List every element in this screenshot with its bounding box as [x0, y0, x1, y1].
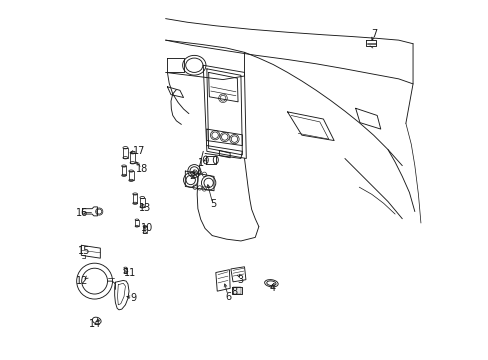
Bar [133, 194, 137, 203]
Text: 1: 1 [197, 158, 203, 168]
Text: 13: 13 [139, 203, 151, 213]
Text: 4: 4 [269, 283, 275, 293]
Text: 14: 14 [88, 319, 101, 329]
Bar [122, 166, 126, 175]
Text: 11: 11 [124, 268, 136, 278]
Bar [135, 220, 139, 226]
Text: 17: 17 [132, 145, 144, 156]
Bar [140, 198, 144, 207]
Text: 10: 10 [141, 224, 153, 233]
Text: 15: 15 [78, 246, 90, 256]
Text: 16: 16 [76, 208, 88, 218]
Text: 9: 9 [130, 293, 136, 303]
Text: 2: 2 [189, 171, 195, 181]
Text: 5: 5 [209, 199, 216, 210]
Text: 3: 3 [237, 275, 243, 285]
Text: 12: 12 [76, 276, 88, 286]
Bar [130, 153, 135, 163]
Bar [123, 268, 127, 273]
Text: 6: 6 [225, 292, 231, 302]
Text: 18: 18 [136, 164, 148, 174]
Bar [128, 171, 133, 180]
Text: 8: 8 [231, 287, 237, 297]
Bar [142, 226, 146, 233]
Text: 7: 7 [370, 29, 377, 39]
Bar [232, 287, 241, 294]
Bar [122, 148, 128, 158]
